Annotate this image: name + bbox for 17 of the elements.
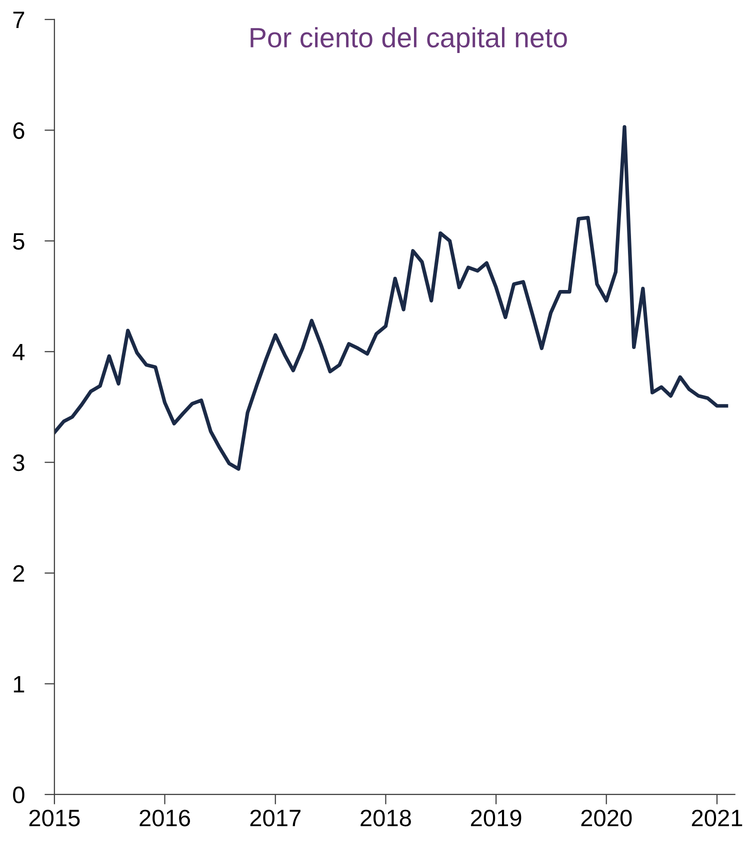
y-tick-label: 7 [13, 12, 24, 28]
x-tick-label: 2018 [360, 810, 411, 826]
x-tick-label: 2016 [140, 810, 190, 826]
y-tick-label: 4 [12, 344, 25, 360]
y-tick-label: 5 [13, 233, 24, 250]
chart-subtitle: Por ciento del capital neto [250, 27, 567, 53]
x-tick-label: 2019 [470, 810, 522, 826]
x-tick-label: 2020 [581, 810, 632, 826]
x-tick-label: 2021 [692, 810, 742, 826]
y-tick-label: 2 [13, 565, 24, 582]
x-tick-label: 2017 [250, 810, 300, 826]
y-tick-label: 6 [13, 122, 24, 139]
y-tick-label: 0 [13, 786, 24, 804]
x-tick-label: 2015 [29, 810, 80, 826]
y-tick-label: 3 [13, 454, 24, 472]
y-tick-label: 1 [14, 676, 24, 692]
line-series [54, 125, 728, 471]
